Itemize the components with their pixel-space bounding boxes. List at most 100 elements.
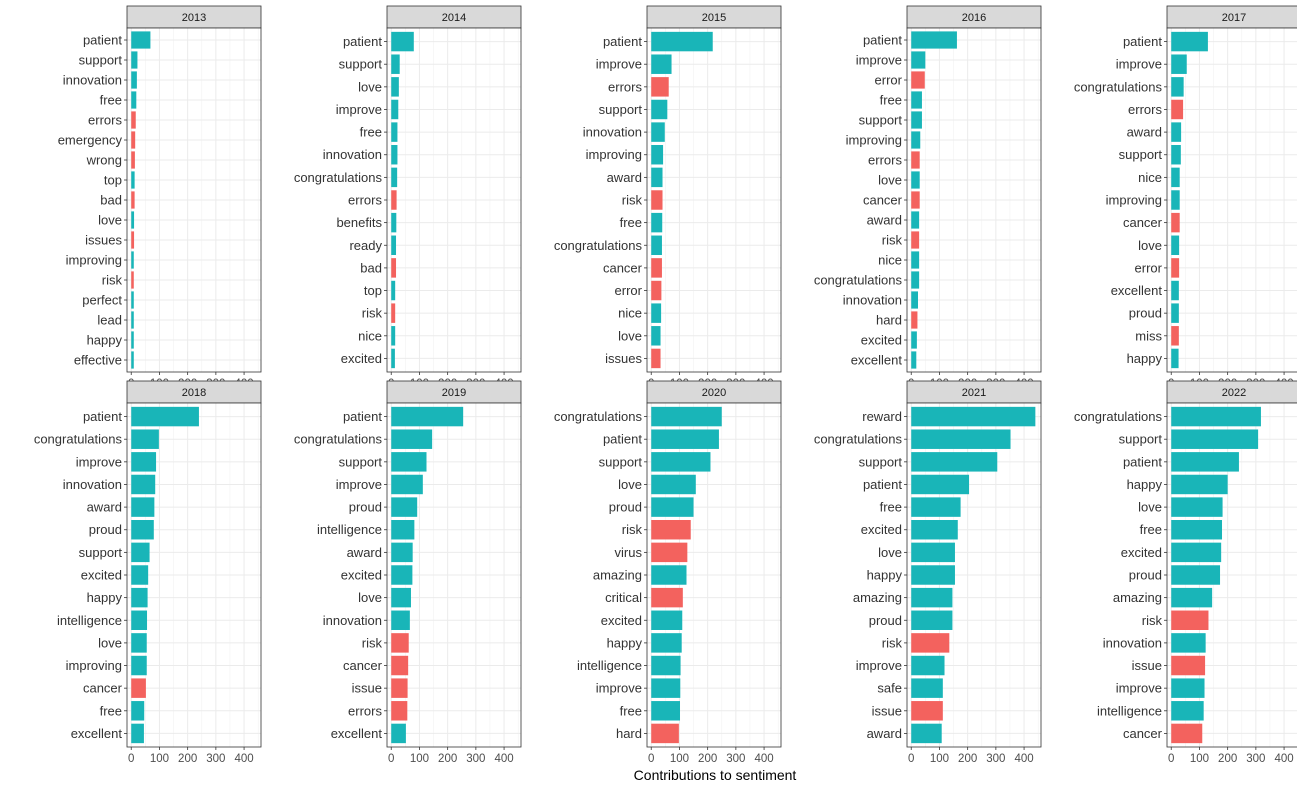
- category-label: improve: [336, 477, 382, 492]
- panel-border: [126, 402, 262, 748]
- bar-reward: [911, 406, 1036, 427]
- bar-free: [911, 91, 922, 109]
- bar-happy: [1171, 348, 1179, 369]
- bar-emergency: [131, 131, 136, 149]
- category-label: excited: [861, 522, 902, 537]
- bar-congratulations: [651, 406, 722, 427]
- bar-risk: [911, 231, 920, 249]
- category-label: award: [867, 726, 902, 741]
- bar-excited: [391, 565, 413, 585]
- bar-errors: [131, 111, 136, 129]
- bar-love: [1171, 235, 1180, 255]
- category-label: congratulations: [554, 238, 643, 253]
- category-label: safe: [877, 681, 902, 696]
- x-tick-label: 100: [150, 753, 169, 765]
- category-label: cancer: [1123, 215, 1163, 230]
- category-label: award: [87, 500, 122, 515]
- category-label: proud: [869, 613, 902, 628]
- bar-award: [131, 497, 155, 517]
- category-label: improving: [846, 133, 902, 148]
- bar-cancer: [391, 655, 409, 676]
- bar-effective: [131, 351, 134, 369]
- bar-congratulations: [131, 429, 159, 449]
- bar-excited: [1171, 542, 1222, 563]
- category-label: support: [599, 454, 643, 469]
- category-label: issue: [1132, 658, 1162, 673]
- bar-support: [911, 111, 922, 129]
- bar-patient: [131, 31, 151, 49]
- bar-love: [1171, 497, 1223, 517]
- category-label: support: [599, 102, 643, 117]
- bar-nice: [1171, 167, 1180, 188]
- x-tick-label: 200: [438, 753, 457, 765]
- category-label: love: [878, 173, 902, 188]
- category-label: nice: [358, 328, 382, 343]
- category-label: cancer: [83, 681, 123, 696]
- category-label: excited: [601, 613, 642, 628]
- bar-risk: [1171, 610, 1209, 630]
- bar-error: [911, 71, 925, 89]
- category-label: errors: [88, 113, 122, 128]
- bar-support: [651, 99, 668, 120]
- bar-nice: [651, 303, 662, 323]
- category-label: happy: [1127, 477, 1163, 492]
- category-label: congratulations: [294, 432, 383, 447]
- category-label: happy: [87, 333, 123, 348]
- facet-2021: 2021 reward congratulations support patient f…: [814, 380, 1042, 765]
- bar-top: [391, 280, 396, 301]
- category-label: issues: [605, 351, 642, 366]
- x-tick-label: 100: [410, 753, 429, 765]
- bar-excited: [651, 610, 683, 630]
- bar-free: [1171, 520, 1223, 540]
- category-label: support: [339, 454, 383, 469]
- bar-risk: [651, 520, 691, 540]
- bar-risk: [131, 271, 134, 289]
- category-label: love: [358, 590, 382, 605]
- facet-strip-label: 2015: [702, 12, 726, 24]
- bar-support: [651, 452, 711, 472]
- category-label: nice: [878, 253, 902, 268]
- bar-improve: [131, 452, 157, 472]
- x-tick-label: 200: [178, 753, 197, 765]
- category-label: support: [859, 113, 903, 128]
- bar-support: [391, 452, 427, 472]
- bar-improving: [131, 251, 134, 269]
- x-tick-label: 300: [986, 753, 1005, 765]
- bar-nice: [911, 251, 920, 269]
- panel-border: [386, 27, 522, 373]
- panel-border: [906, 27, 1042, 373]
- bar-cancer: [911, 191, 920, 209]
- bar-support: [131, 542, 150, 563]
- category-label: risk: [1142, 613, 1163, 628]
- bar-intelligence: [391, 520, 415, 540]
- category-label: patient: [603, 432, 642, 447]
- facet-strip-label: 2022: [1222, 387, 1246, 399]
- bar-free: [911, 497, 961, 517]
- category-label: award: [1127, 125, 1162, 140]
- category-label: patient: [1123, 454, 1162, 469]
- category-label: cancer: [863, 193, 903, 208]
- bar-patient: [391, 406, 464, 427]
- category-label: benefits: [336, 215, 382, 230]
- bar-happy: [911, 565, 955, 585]
- panel-border: [646, 27, 782, 373]
- facet-2017: 2017 patient improve congratulations errors a…: [1074, 5, 1297, 390]
- category-label: improving: [66, 253, 122, 268]
- category-label: errors: [868, 153, 902, 168]
- category-label: hard: [616, 726, 642, 741]
- category-label: happy: [87, 590, 123, 605]
- category-label: errors: [1128, 102, 1162, 117]
- facet-strip-label: 2020: [702, 387, 726, 399]
- category-label: patient: [1123, 34, 1162, 49]
- facets-layer: 2013 patient support innovation free errors em…: [34, 5, 1297, 765]
- bar-improve: [391, 99, 399, 120]
- category-label: amazing: [853, 590, 902, 605]
- facet-strip-label: 2017: [1222, 12, 1246, 24]
- bar-improve: [911, 655, 945, 676]
- category-label: support: [859, 454, 903, 469]
- category-label: innovation: [63, 73, 122, 88]
- x-tick-label: 0: [128, 753, 134, 765]
- category-label: proud: [349, 500, 382, 515]
- category-label: intelligence: [57, 613, 122, 628]
- category-label: excellent: [851, 353, 903, 368]
